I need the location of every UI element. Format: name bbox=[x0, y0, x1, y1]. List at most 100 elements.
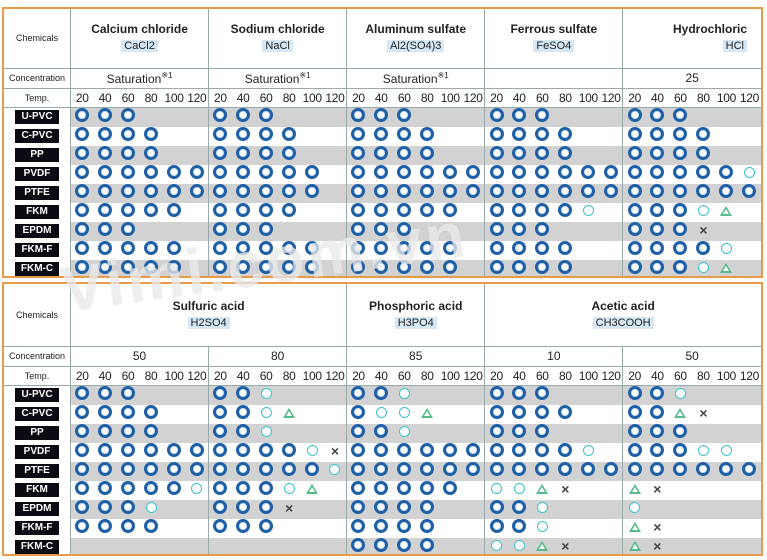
double-circle-icon bbox=[121, 442, 136, 457]
rating-cell bbox=[93, 221, 117, 241]
double-circle-icon bbox=[535, 461, 550, 476]
double-circle-icon bbox=[121, 202, 136, 217]
double-circle-icon bbox=[420, 518, 435, 533]
rating-cell bbox=[139, 385, 163, 405]
rating-cell bbox=[323, 385, 347, 405]
double-circle-icon bbox=[466, 164, 481, 179]
double-circle-icon bbox=[627, 221, 642, 236]
rating-cell bbox=[576, 461, 600, 481]
triangle-icon bbox=[628, 522, 641, 532]
double-circle-icon bbox=[420, 442, 435, 457]
rating-cell bbox=[369, 240, 393, 260]
temperature-value: 80 bbox=[277, 88, 301, 108]
rating-cell bbox=[691, 202, 715, 222]
double-circle-icon bbox=[397, 240, 412, 255]
rating-cell bbox=[576, 240, 600, 260]
rating-cell: × bbox=[691, 404, 715, 424]
rating-cell bbox=[323, 107, 347, 127]
concentration-value: 25 bbox=[622, 68, 761, 89]
rating-cell bbox=[461, 126, 485, 146]
rating-cell bbox=[484, 221, 508, 241]
double-circle-icon bbox=[167, 240, 182, 255]
double-circle-icon bbox=[397, 221, 412, 236]
rating-cell bbox=[530, 499, 554, 519]
double-circle-icon bbox=[535, 442, 550, 457]
material-cell: C-PVC bbox=[4, 126, 71, 146]
rating-cell bbox=[599, 442, 623, 462]
rating-cell bbox=[576, 518, 600, 538]
temperature-value: 60 bbox=[116, 88, 140, 108]
rating-cell bbox=[139, 164, 163, 184]
double-circle-icon bbox=[673, 221, 688, 236]
circle-icon bbox=[743, 167, 755, 178]
temperature-value: 40 bbox=[231, 366, 255, 386]
rating-cell bbox=[346, 202, 370, 222]
rating-cell bbox=[392, 145, 416, 165]
rating-cell bbox=[438, 423, 462, 443]
rating-cell bbox=[69, 126, 94, 146]
rating-cell bbox=[668, 423, 692, 443]
rating-cell bbox=[507, 461, 531, 481]
double-circle-icon bbox=[374, 480, 389, 495]
rating-cell bbox=[415, 259, 439, 276]
rating-cell bbox=[599, 518, 623, 538]
rating-cell bbox=[530, 442, 554, 462]
double-circle-icon bbox=[213, 240, 228, 255]
rating-cell bbox=[116, 240, 140, 260]
rating-cell bbox=[691, 499, 715, 519]
rating-cell bbox=[599, 480, 623, 500]
rating-cell bbox=[737, 442, 761, 462]
temperature-value: 20 bbox=[69, 88, 94, 108]
double-circle-icon bbox=[489, 183, 504, 198]
rating-cell bbox=[231, 423, 255, 443]
rating-cell bbox=[162, 164, 186, 184]
double-circle-icon bbox=[535, 240, 550, 255]
rating-cell bbox=[668, 259, 692, 276]
double-circle-icon bbox=[98, 461, 113, 476]
double-circle-icon bbox=[650, 164, 665, 179]
temperature-value: 80 bbox=[139, 88, 163, 108]
rating-cell bbox=[185, 107, 209, 127]
double-circle-icon bbox=[489, 442, 504, 457]
rating-cell bbox=[415, 183, 439, 203]
double-circle-icon bbox=[420, 164, 435, 179]
rating-cell bbox=[691, 461, 715, 481]
double-circle-icon bbox=[535, 126, 550, 141]
rating-cell bbox=[668, 221, 692, 241]
rating-cell bbox=[208, 202, 232, 222]
double-circle-icon bbox=[397, 537, 412, 552]
material-label: C-PVC bbox=[15, 129, 59, 143]
double-circle-icon bbox=[189, 183, 204, 198]
rating-cell bbox=[622, 202, 646, 222]
rating-cell bbox=[461, 240, 485, 260]
double-circle-icon bbox=[259, 164, 274, 179]
rating-cell bbox=[93, 145, 117, 165]
rating-cell bbox=[185, 202, 209, 222]
temp-label: Temp. bbox=[4, 88, 71, 108]
rating-cell bbox=[300, 442, 324, 462]
double-circle-icon bbox=[167, 259, 182, 274]
rating-cell bbox=[346, 145, 370, 165]
rating-cell bbox=[346, 423, 370, 443]
rating-cell bbox=[645, 145, 669, 165]
rating-cell bbox=[277, 480, 301, 500]
rating-cell bbox=[622, 126, 646, 146]
rating-cell bbox=[622, 221, 646, 241]
rating-cell bbox=[714, 107, 738, 127]
temperature-value: 40 bbox=[645, 88, 669, 108]
rating-cell bbox=[461, 518, 485, 538]
rating-cell bbox=[69, 221, 94, 241]
material-label: PTFE bbox=[15, 186, 59, 200]
rating-cell bbox=[645, 442, 669, 462]
rating-cell bbox=[254, 442, 278, 462]
rating-cell bbox=[438, 164, 462, 184]
rating-cell bbox=[668, 537, 692, 554]
rating-cell bbox=[116, 221, 140, 241]
double-circle-icon bbox=[351, 164, 366, 179]
double-circle-icon bbox=[259, 518, 274, 533]
rating-cell bbox=[277, 518, 301, 538]
rating-cell bbox=[139, 404, 163, 424]
double-circle-icon bbox=[650, 240, 665, 255]
rating-cell bbox=[438, 442, 462, 462]
temperature-value: 40 bbox=[93, 366, 117, 386]
